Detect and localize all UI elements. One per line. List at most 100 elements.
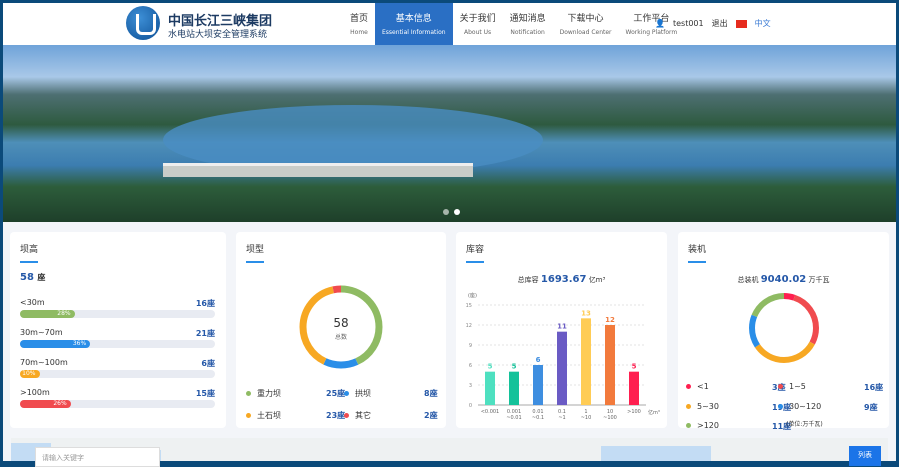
bar-value-label: 6 (536, 356, 541, 364)
legend-dot-icon (246, 391, 251, 396)
nav-item[interactable]: 下载中心 Download Center (553, 3, 619, 45)
legend-item[interactable]: 土石坝 (246, 410, 281, 421)
app-frame: 中国长江三峡集团 水电站大坝安全管理系统 首页 Home 基本信息 Essential… (3, 3, 896, 461)
progress-track: 28% (20, 310, 215, 318)
bar[interactable] (533, 365, 543, 405)
bar-value-label: 11 (557, 323, 567, 331)
total-value: 1693.67 (540, 274, 587, 285)
nav-sublabel: Download Center (559, 29, 612, 36)
progress-fill: 26% (20, 400, 71, 408)
donut-segment[interactable] (749, 293, 819, 363)
bar[interactable] (605, 325, 615, 405)
language-select[interactable]: 中文 (754, 19, 771, 28)
nav-label: 工作平台 (633, 14, 670, 24)
nav-item[interactable]: 基本信息 Essential Information (375, 3, 453, 45)
bar[interactable] (581, 318, 591, 405)
storage-card: 库容 总库容 1693.67 亿m³ (座) 0 3 6 9 12 15 5 <0.001 5 0.… (456, 232, 667, 428)
legend-value: 25座 (326, 389, 346, 398)
range-count: 16座 (195, 299, 215, 308)
donut-segment[interactable] (299, 285, 383, 369)
carousel-dot-active[interactable] (454, 209, 460, 215)
legend-dot-icon (686, 404, 691, 409)
main-nav: 首页 Home 基本信息 Essential Information 关于我们 About… (343, 3, 684, 45)
nav-sublabel: About Us (463, 29, 492, 36)
nav-sublabel: Working Platform (625, 29, 678, 36)
total-value: 9040.02 (760, 274, 807, 285)
header: 中国长江三峡集团 水电站大坝安全管理系统 首页 Home 基本信息 Essential… (3, 3, 896, 45)
total-label: 总装机 (737, 276, 759, 284)
y-tick-label: 6 (469, 363, 472, 369)
legend-item[interactable]: >120 (686, 421, 719, 430)
bar[interactable] (509, 371, 519, 405)
legend-item[interactable]: 拱坝 (344, 388, 371, 399)
nav-item[interactable]: 通知消息 Notification (503, 3, 553, 45)
x-tick-label: ~1 (558, 415, 565, 421)
bar[interactable] (557, 331, 567, 405)
y-tick-label: 15 (466, 303, 472, 309)
nav-item[interactable]: 关于我们 About Us (453, 3, 503, 45)
logout-link[interactable]: 退出 (711, 19, 728, 28)
installed-total: 总装机 9040.02 万千瓦 (678, 274, 889, 285)
height-row: <30m 16座 28% (20, 298, 215, 318)
y-tick-label: 12 (466, 323, 472, 329)
bar[interactable] (629, 371, 639, 405)
logo-icon (126, 6, 160, 40)
range-label: 70m~100m (20, 358, 68, 367)
total-value: 58 (20, 272, 34, 283)
progress-fill: 28% (20, 310, 75, 318)
user-icon: 👤 (655, 19, 665, 28)
china-flag-icon (735, 19, 747, 28)
legend-item[interactable]: 重力坝 (246, 388, 281, 399)
map-search-input[interactable]: 请输入关键字 (35, 447, 160, 467)
list-button[interactable]: 列表 (849, 446, 881, 466)
range-label: <30m (20, 298, 45, 307)
card-title: 坝高 (20, 242, 39, 263)
legend-item[interactable]: 1~5 (778, 382, 806, 391)
bar[interactable] (485, 371, 495, 405)
nav-label: 通知消息 (509, 14, 546, 24)
legend-item[interactable]: 5~30 (686, 402, 719, 411)
legend-item[interactable]: 30~120 (778, 402, 821, 411)
legend-dot-icon (686, 384, 691, 389)
legend-value: 16座 (864, 383, 884, 392)
legend-label: 其它 (355, 411, 371, 420)
progress-track: 36% (20, 340, 215, 348)
legend-dot-icon (778, 404, 783, 409)
storage-total: 总库容 1693.67 亿m³ (456, 274, 667, 285)
range-label: 30m~70m (20, 328, 63, 337)
carousel-dot[interactable] (443, 209, 449, 215)
nav-item[interactable]: 工作平台 Working Platform (619, 3, 685, 45)
x-tick-label: ~10 (581, 415, 592, 421)
nav-label: 基本信息 (395, 14, 432, 24)
height-row: 70m~100m 6座 10% (20, 358, 215, 378)
donut-segment[interactable] (299, 285, 383, 369)
banner-image (3, 45, 896, 222)
x-tick-label: ~0.1 (532, 415, 544, 421)
donut-segment[interactable] (749, 293, 819, 363)
legend-label: <1 (697, 382, 709, 391)
legend-item[interactable]: 其它 (344, 410, 371, 421)
bar-value-label: 5 (632, 363, 637, 371)
progress-track: 26% (20, 400, 215, 408)
progress-fill: 36% (20, 340, 91, 348)
legend-value: 8座 (424, 389, 438, 398)
total-unit: 亿m³ (588, 276, 606, 284)
nav-label: 首页 (350, 14, 369, 24)
nav-item[interactable]: 首页 Home (343, 3, 375, 45)
donut-segment[interactable] (749, 293, 819, 363)
range-label: >100m (20, 388, 50, 397)
brand-subtitle: 水电站大坝安全管理系统 (168, 30, 268, 40)
legend-item[interactable]: <1 (686, 382, 709, 391)
username[interactable]: test001 (672, 19, 704, 28)
nav-label: 下载中心 (567, 14, 604, 24)
banner-dam (163, 163, 473, 177)
y-tick-label: 0 (469, 403, 472, 409)
legend-label: 拱坝 (355, 389, 371, 398)
dam-total: 58 座 (20, 272, 45, 283)
y-tick-label: 3 (469, 383, 472, 389)
nav-label: 关于我们 (459, 14, 496, 24)
range-count: 6座 (201, 359, 215, 368)
donut-segment[interactable] (299, 285, 383, 369)
donut-segment[interactable] (749, 293, 819, 363)
x-tick-label: ~0.01 (506, 415, 521, 421)
